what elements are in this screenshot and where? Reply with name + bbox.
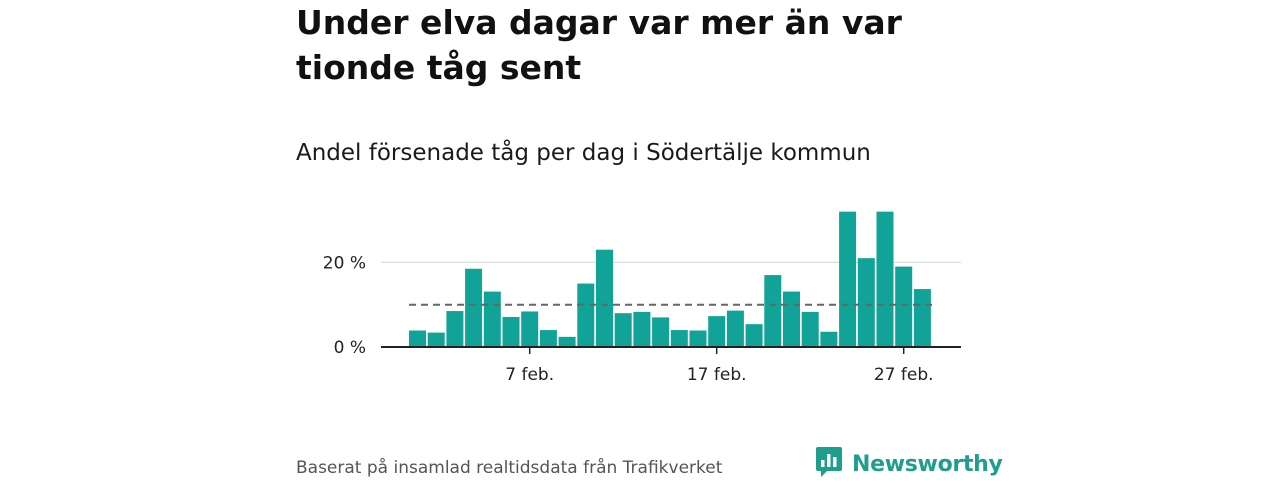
bar[interactable] (857, 258, 875, 347)
bar[interactable] (596, 249, 613, 347)
x-tick-label: 27 feb. (874, 365, 934, 385)
source-note: Baserat på insamlad realtidsdata från Tr… (296, 458, 723, 478)
axis-layer: 0 % 20 % 7 feb. 17 feb. 27 feb. (323, 253, 961, 385)
bar[interactable] (708, 316, 726, 347)
x-tick-label: 17 feb. (687, 365, 747, 385)
bar[interactable] (539, 330, 557, 347)
bar-chart-speech-bubble-icon (815, 445, 843, 483)
bar[interactable] (783, 291, 800, 347)
bar[interactable] (558, 336, 576, 347)
bar[interactable] (465, 268, 483, 347)
y-tick-label: 0 % (334, 338, 366, 358)
bar[interactable] (670, 330, 688, 347)
x-tick-label: 7 feb. (505, 365, 554, 385)
bar[interactable] (801, 311, 819, 347)
bar[interactable] (876, 211, 894, 347)
bar[interactable] (446, 311, 464, 347)
bar[interactable] (483, 291, 501, 347)
bar[interactable] (614, 313, 632, 347)
y-tick-label: 20 % (323, 253, 366, 273)
bar-layer (409, 211, 931, 347)
chart-subtitle: Andel försenade tåg per dag i Södertälje… (296, 140, 871, 166)
bar[interactable] (633, 311, 651, 347)
bar[interactable] (764, 275, 782, 347)
bar[interactable] (726, 310, 744, 347)
bar-chart: 0 % 20 % 7 feb. 17 feb. 27 feb. (323, 211, 961, 385)
bar[interactable] (577, 283, 595, 347)
brand-name: Newsworthy (852, 451, 1003, 477)
bar[interactable] (895, 266, 913, 347)
bar[interactable] (820, 331, 838, 347)
bar[interactable] (913, 289, 931, 347)
bar[interactable] (521, 311, 539, 347)
bar[interactable] (409, 330, 426, 347)
brand-logo[interactable]: Newsworthy (815, 447, 1003, 481)
bar[interactable] (745, 324, 763, 347)
bar[interactable] (689, 330, 707, 347)
bar[interactable] (502, 316, 520, 347)
chart-title: Under elva dagar var mer än var tionde t… (296, 3, 902, 87)
bar[interactable] (427, 332, 445, 347)
bar[interactable] (652, 317, 670, 347)
bar[interactable] (839, 211, 857, 347)
